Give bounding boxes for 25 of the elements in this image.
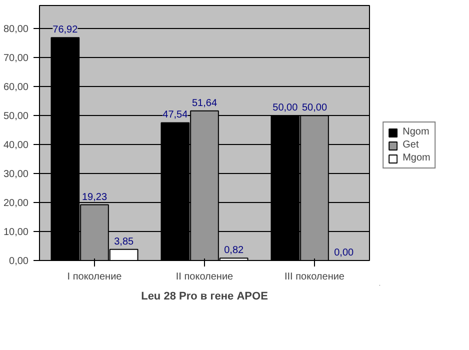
y-tick-label: 0,00 [9, 256, 29, 267]
x-tick-label: II поколение [176, 272, 234, 282]
y-tick-label: 50,00 [3, 111, 29, 122]
data-label: 50,00 [272, 102, 298, 114]
y-tick-label: 30,00 [3, 169, 29, 180]
legend-label: Get [402, 140, 420, 150]
x-axis-title: Leu 28 Pro в гене APOE [141, 290, 268, 302]
y-tick-label: 70,00 [3, 53, 29, 64]
y-tick-label: 10,00 [3, 227, 29, 238]
data-label: 0,82 [224, 245, 244, 256]
y-tick-label: 20,00 [3, 198, 29, 210]
data-label: 19,23 [82, 192, 108, 203]
y-tick-label: 60,00 [3, 82, 29, 94]
x-tick-label: III поколение [284, 272, 345, 282]
data-label: 76,92 [52, 24, 78, 36]
y-tick-label: 40,00 [3, 140, 29, 152]
data-label: 50,00 [302, 102, 328, 114]
data-label: 3,85 [114, 236, 134, 248]
data-label: 51,64 [192, 98, 218, 109]
data-label: 47,54 [162, 110, 188, 121]
y-tick-label: 80,00 [3, 24, 29, 36]
x-tick-label: I поколение [67, 272, 122, 282]
legend-label: Ngom [402, 126, 430, 138]
legend-label: Mgom [402, 152, 430, 164]
data-label: 0,00 [334, 248, 354, 258]
